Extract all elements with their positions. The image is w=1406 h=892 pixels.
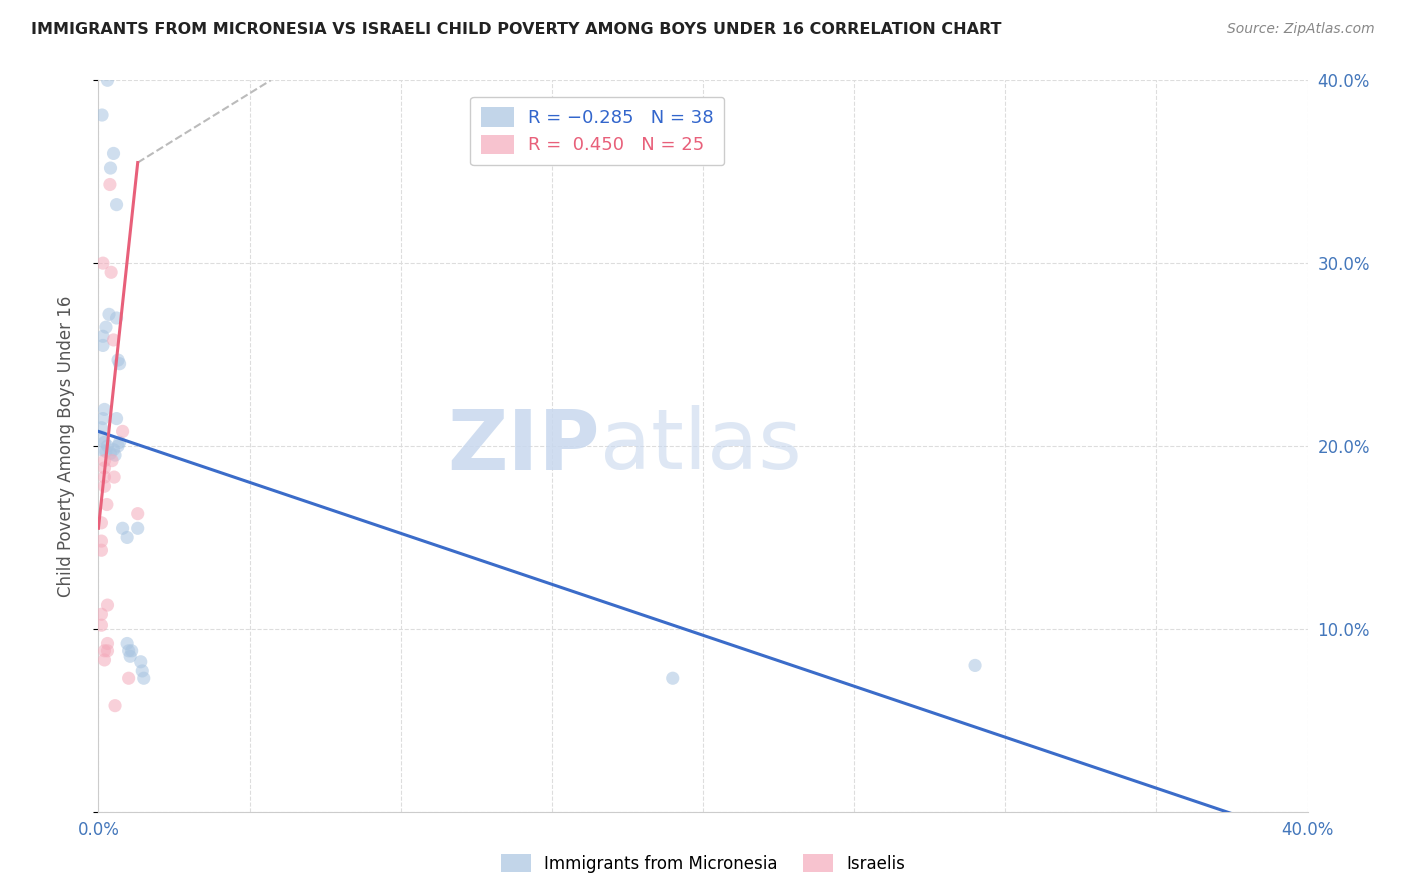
Point — [93, 479, 115, 493]
Point — [104, 448, 127, 462]
Point — [103, 333, 125, 347]
Point — [108, 435, 131, 450]
Point — [107, 439, 129, 453]
Point — [105, 411, 128, 425]
Point — [93, 470, 115, 484]
Point — [98, 307, 121, 321]
Point — [91, 329, 114, 343]
Point — [93, 453, 115, 467]
Point — [131, 664, 153, 678]
Point — [965, 658, 987, 673]
Point — [94, 444, 117, 458]
Point — [111, 521, 134, 535]
Point — [90, 534, 112, 549]
Point — [93, 461, 115, 475]
Point — [100, 446, 122, 460]
Point — [93, 644, 115, 658]
Point — [108, 357, 131, 371]
Point — [93, 402, 115, 417]
Point — [121, 644, 143, 658]
Point — [107, 353, 129, 368]
Legend: Immigrants from Micronesia, Israelis: Immigrants from Micronesia, Israelis — [495, 847, 911, 880]
Point — [96, 73, 118, 87]
Y-axis label: Child Poverty Among Boys Under 16: Child Poverty Among Boys Under 16 — [56, 295, 75, 597]
Point — [100, 265, 122, 279]
Point — [96, 644, 118, 658]
Point — [111, 425, 134, 439]
Point — [94, 320, 117, 334]
Point — [96, 439, 118, 453]
Text: ZIP: ZIP — [447, 406, 600, 486]
Point — [105, 310, 128, 325]
Point — [90, 516, 112, 530]
Point — [115, 636, 138, 650]
Point — [90, 442, 112, 457]
Point — [96, 598, 118, 612]
Point — [103, 442, 125, 457]
Text: IMMIGRANTS FROM MICRONESIA VS ISRAELI CHILD POVERTY AMONG BOYS UNDER 16 CORRELAT: IMMIGRANTS FROM MICRONESIA VS ISRAELI CH… — [31, 22, 1001, 37]
Point — [101, 453, 124, 467]
Point — [118, 644, 141, 658]
Point — [104, 698, 127, 713]
Point — [118, 671, 141, 685]
Point — [103, 470, 125, 484]
Point — [120, 649, 142, 664]
Point — [91, 256, 114, 270]
Point — [90, 421, 112, 435]
Point — [98, 178, 121, 192]
Point — [129, 655, 152, 669]
Point — [91, 338, 114, 352]
Point — [91, 411, 114, 425]
Point — [90, 430, 112, 444]
Point — [90, 607, 112, 622]
Point — [105, 197, 128, 211]
Point — [90, 543, 112, 558]
Point — [127, 521, 149, 535]
Text: Source: ZipAtlas.com: Source: ZipAtlas.com — [1227, 22, 1375, 37]
Point — [96, 636, 118, 650]
Point — [91, 108, 114, 122]
Point — [93, 435, 115, 450]
Point — [96, 498, 118, 512]
Point — [100, 161, 122, 175]
Point — [127, 507, 149, 521]
Point — [93, 653, 115, 667]
Point — [132, 671, 155, 685]
Point — [115, 530, 138, 544]
Text: atlas: atlas — [600, 406, 801, 486]
Point — [103, 146, 125, 161]
Point — [661, 671, 683, 685]
Legend: R = −0.285   N = 38, R =  0.450   N = 25: R = −0.285 N = 38, R = 0.450 N = 25 — [470, 96, 724, 165]
Point — [90, 618, 112, 632]
